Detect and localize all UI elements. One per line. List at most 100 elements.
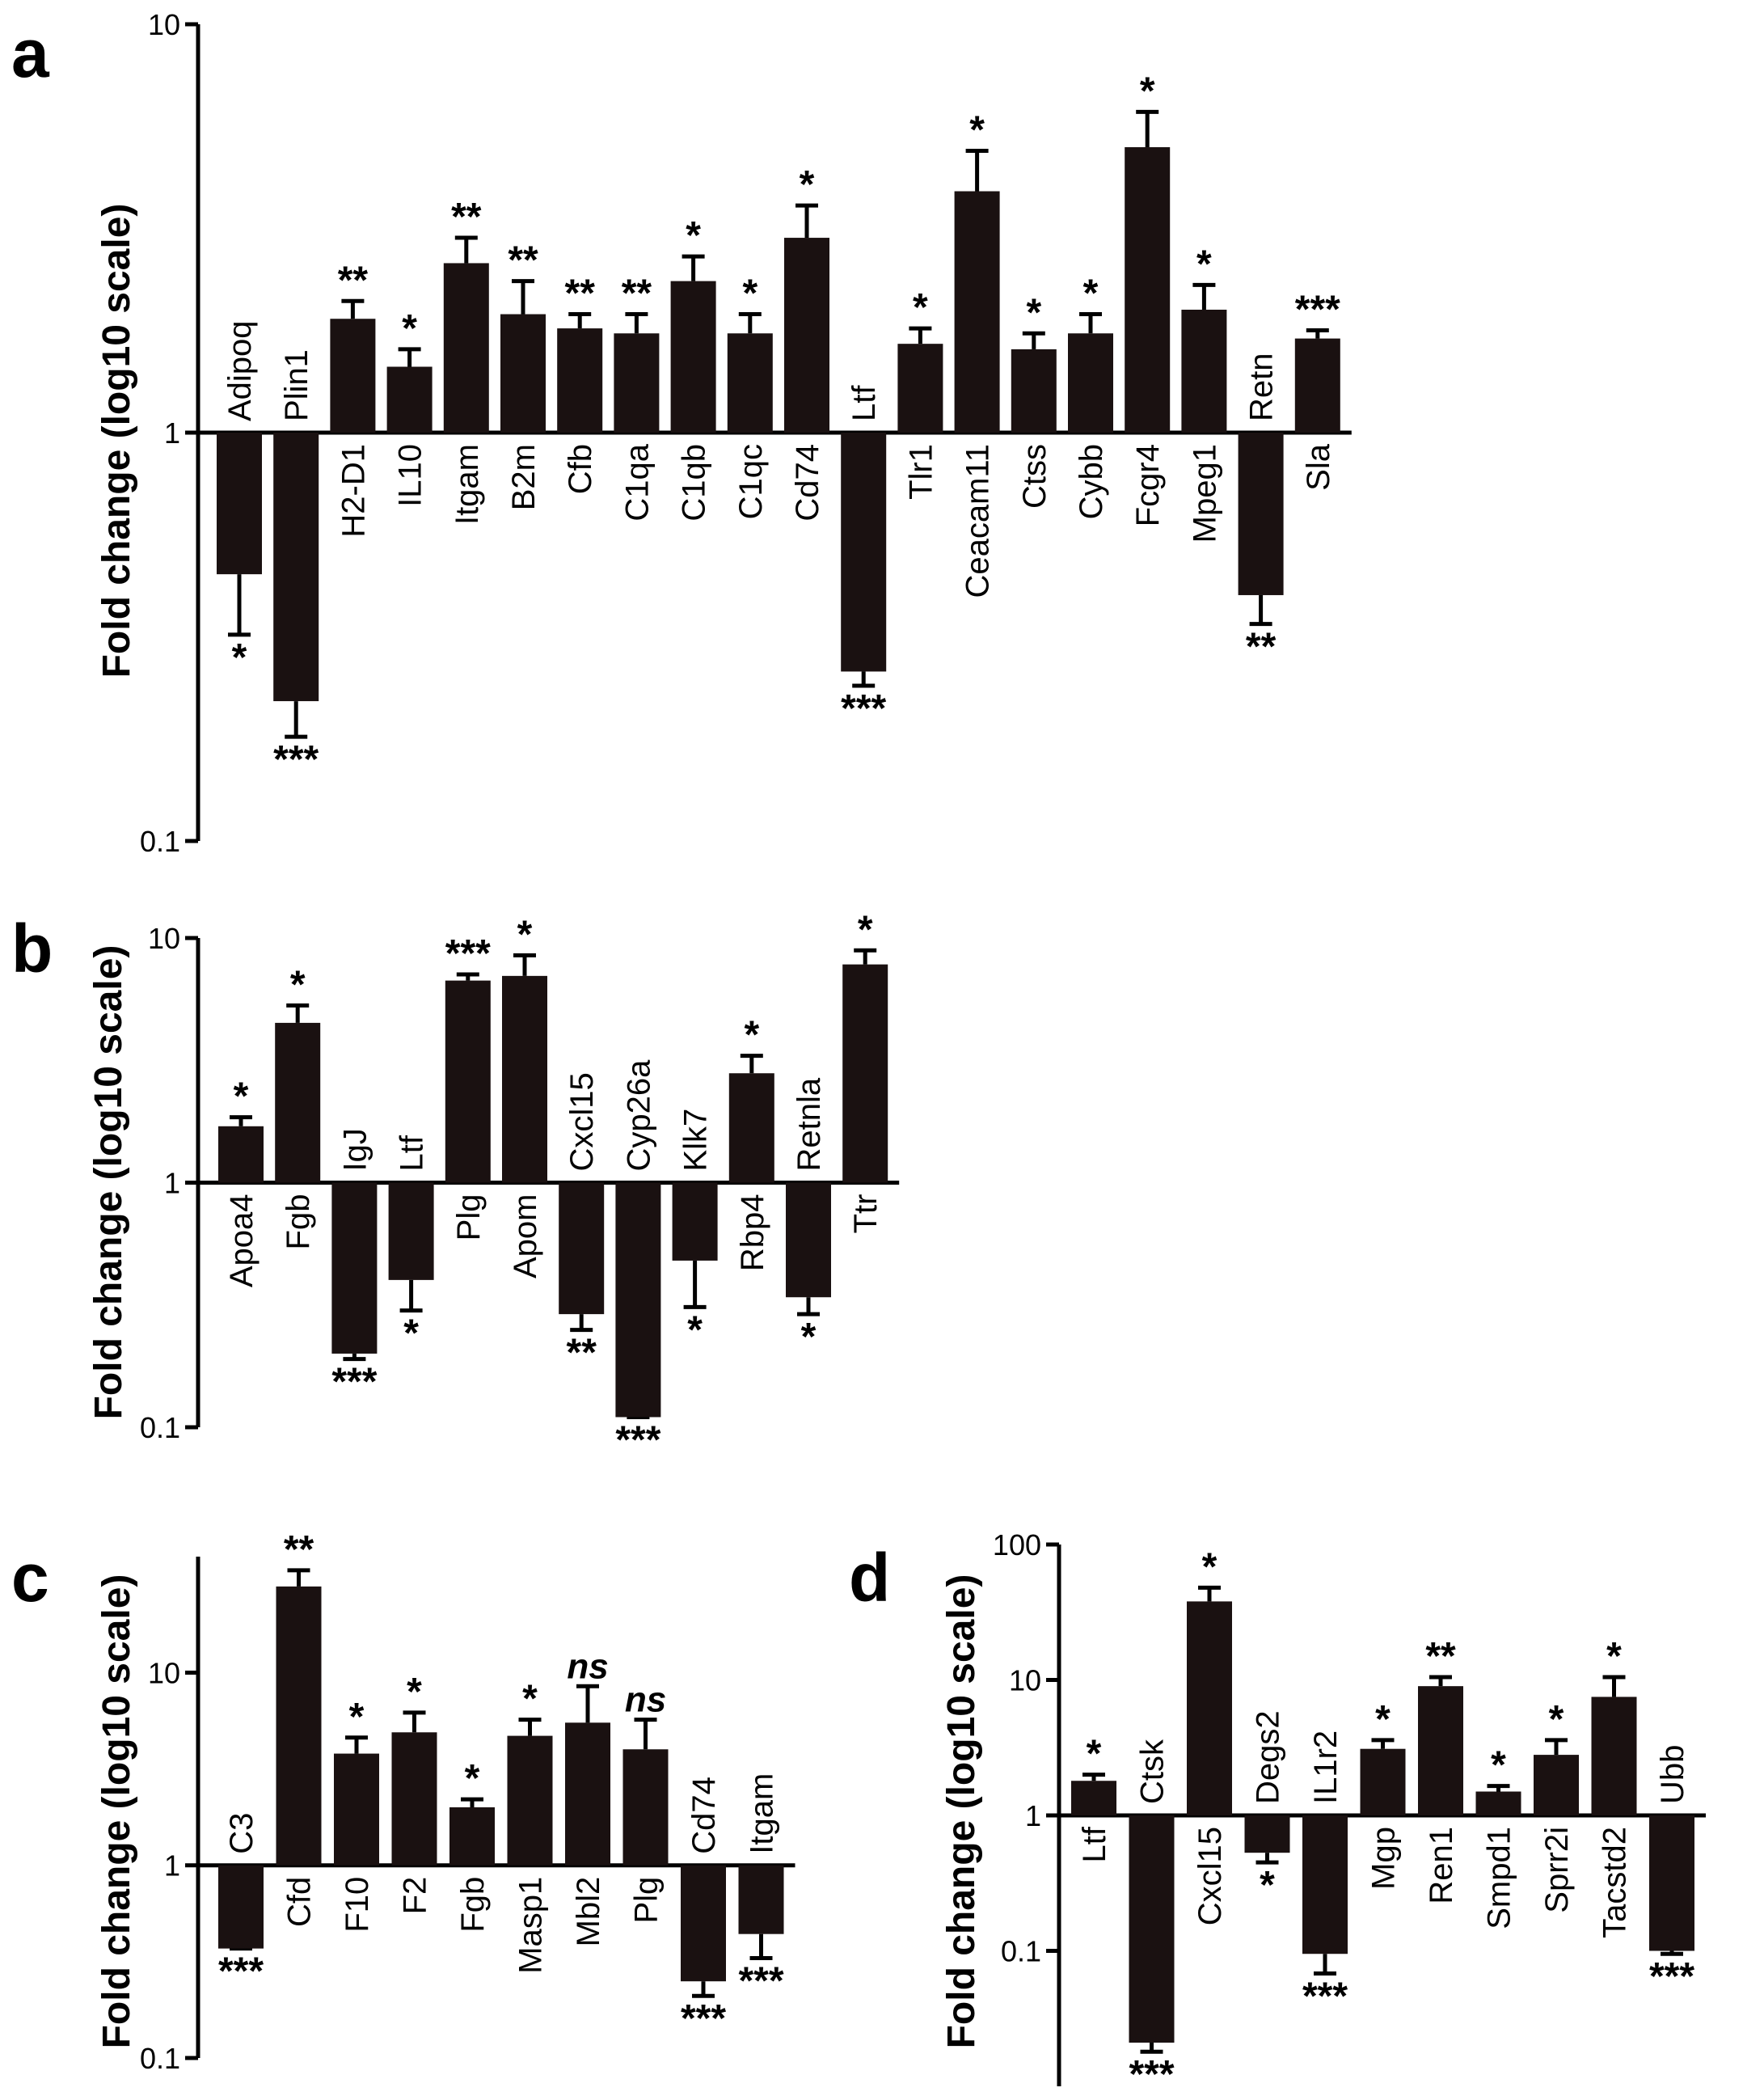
significance-marker: ***	[681, 1997, 726, 2040]
significance-marker: ***	[331, 1361, 377, 1404]
category-label: C3	[224, 1813, 260, 1854]
bar	[565, 1722, 610, 1866]
ns-label: ns	[567, 1646, 608, 1686]
category-label: Cfb	[563, 444, 598, 494]
bar	[386, 366, 433, 433]
category-label: Cxcl15	[564, 1072, 600, 1171]
category-label: C1qc	[733, 444, 769, 519]
bar	[557, 328, 603, 433]
category-label: Ttr	[848, 1194, 884, 1234]
significance-marker: ***	[615, 1418, 660, 1461]
significance-marker: *	[403, 1312, 419, 1355]
category-label: Retnla	[791, 1077, 827, 1171]
significance-marker: ***	[841, 687, 886, 730]
category-label: Apoa4	[224, 1194, 260, 1288]
bar	[443, 263, 489, 433]
category-label: Mgp	[1366, 1827, 1402, 1890]
significance-marker: **	[622, 273, 652, 315]
bar	[681, 1865, 726, 1982]
panel-letter: c	[11, 1540, 49, 1616]
significance-marker: *	[290, 963, 306, 1006]
y-tick-label: 1	[164, 1849, 180, 1883]
category-label: IgJ	[337, 1128, 373, 1171]
bar	[507, 1735, 553, 1866]
significance-marker: *	[465, 1757, 480, 1800]
category-label: C1qa	[619, 443, 655, 521]
category-label: Ltf	[1077, 1826, 1112, 1862]
bar	[1649, 1815, 1694, 1951]
y-tick-label: 1	[1025, 1799, 1041, 1832]
significance-marker: *	[1606, 1635, 1622, 1678]
category-label: Rbp4	[735, 1194, 770, 1272]
significance-marker: *	[232, 636, 247, 679]
category-label: Fcgr4	[1130, 444, 1166, 526]
category-label: Cyp26a	[621, 1059, 656, 1172]
bar	[330, 319, 376, 433]
category-label: Plin1	[279, 349, 314, 421]
bar	[615, 1182, 661, 1418]
bar	[445, 980, 491, 1183]
panel-letter: b	[11, 911, 53, 987]
significance-marker: *	[1087, 1733, 1102, 1776]
category-label: Ren1	[1424, 1827, 1459, 1904]
category-label: Smpd1	[1482, 1827, 1517, 1929]
category-label: Tacstd2	[1597, 1827, 1633, 1938]
bar	[670, 281, 716, 433]
significance-marker: *	[969, 108, 985, 151]
category-label: Masp1	[513, 1877, 549, 1974]
category-label: Cfd	[282, 1877, 318, 1927]
bar	[1011, 349, 1057, 433]
significance-marker: *	[234, 1075, 249, 1118]
bar	[1125, 147, 1171, 433]
category-label: Ltf	[395, 1135, 430, 1171]
y-axis-label: Fold change (log10 scale)	[940, 1574, 983, 2049]
category-label: Ctsk	[1135, 1739, 1171, 1804]
category-label: Plg	[451, 1194, 487, 1241]
bar	[784, 238, 829, 433]
y-tick-label: 100	[993, 1528, 1041, 1561]
significance-marker: *	[742, 273, 758, 315]
bar	[841, 433, 887, 672]
bar	[334, 1753, 379, 1866]
category-label: Ctss	[1017, 444, 1053, 509]
bar	[1068, 333, 1113, 433]
bar	[1238, 433, 1284, 595]
category-label: Fgb	[281, 1194, 316, 1250]
significance-marker: ***	[1295, 289, 1340, 332]
bar	[897, 344, 943, 433]
category-label: F2	[398, 1877, 433, 1915]
bar	[1187, 1601, 1232, 1815]
y-tick-label: 10	[148, 1656, 180, 1689]
bar	[502, 975, 547, 1183]
category-label: Ltf	[846, 385, 882, 421]
category-label: Mbl2	[571, 1877, 606, 1947]
bar	[331, 1182, 378, 1354]
category-label: Sprr2i	[1539, 1827, 1575, 1913]
category-label: Cd74	[790, 444, 825, 522]
bar	[1181, 309, 1227, 433]
significance-marker: ***	[738, 1959, 783, 2002]
category-label: Mpeg1	[1187, 444, 1222, 543]
significance-marker: ***	[1302, 1976, 1348, 2018]
y-tick-label: 10	[1009, 1664, 1041, 1697]
bar	[672, 1182, 718, 1261]
bar	[388, 1182, 434, 1280]
category-label: Ceacam11	[960, 444, 996, 598]
bar	[1360, 1748, 1406, 1815]
significance-marker: **	[567, 1332, 597, 1375]
significance-marker: ***	[445, 932, 491, 975]
y-tick-label: 0.1	[140, 1411, 180, 1444]
bar	[275, 1022, 321, 1183]
category-label: Itgam	[449, 444, 485, 525]
significance-marker: **	[565, 273, 596, 315]
bar	[614, 333, 660, 433]
significance-marker: *	[744, 1014, 759, 1057]
significance-marker: *	[858, 908, 873, 951]
y-axis-label: Fold change (log10 scale)	[87, 945, 130, 1420]
category-label: B2m	[506, 444, 542, 510]
category-label: Tlr1	[903, 444, 939, 500]
bar	[842, 964, 888, 1183]
bar	[218, 1126, 264, 1183]
bar	[727, 333, 773, 433]
